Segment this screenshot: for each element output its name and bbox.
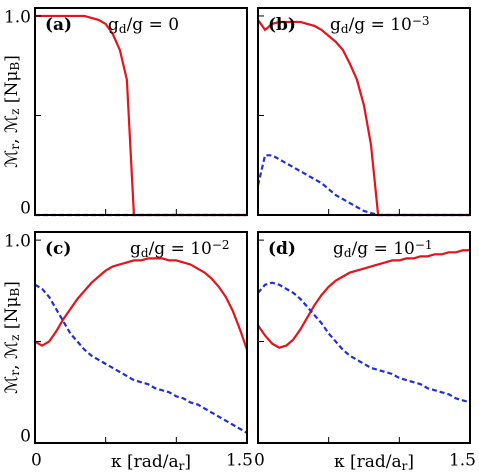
x-tick-label: 0 (254, 451, 265, 471)
y-tick-label: 0 (20, 199, 31, 219)
text-part: −3 (412, 14, 430, 28)
data-line (258, 281, 470, 404)
text-part: z (8, 335, 22, 341)
parameter-label: gd/g = 10−2 (130, 238, 230, 260)
x-tick-label: 1.5 (449, 451, 476, 471)
x-tick-label: 0 (31, 451, 42, 471)
text-part: ] (2, 55, 22, 62)
text-part: [Nμ (2, 297, 22, 335)
text-part: ] (184, 452, 191, 472)
text-part: g (330, 15, 341, 35)
text-part: g (130, 239, 141, 259)
text-part: , ℳ (2, 341, 22, 370)
parameter-label: gd/g = 10−3 (330, 14, 430, 36)
text-part: ℳ (2, 376, 22, 394)
text-part: /g = 10 (349, 15, 412, 35)
text-part: B (8, 288, 22, 297)
y-tick-label: 0 (20, 427, 31, 447)
text-part: z (8, 109, 22, 115)
panel-frame (257, 231, 471, 444)
parameter-label: gd/g = 10−1 (333, 238, 433, 260)
panel-frame (34, 7, 248, 216)
data-line (35, 14, 247, 217)
text-part: r (8, 144, 22, 150)
panel-frame (34, 231, 248, 444)
text-part: g (108, 15, 119, 35)
text-part: κ [rad/a (111, 452, 179, 472)
text-part: κ [rad/a (334, 452, 402, 472)
text-part: , ℳ (2, 115, 22, 144)
parameter-label: gd/g = 0 (108, 15, 179, 36)
text-part: ] (407, 452, 414, 472)
text-part: r (179, 459, 185, 473)
text-part: d (119, 22, 127, 36)
text-part: d (341, 22, 349, 36)
text-part: ] (2, 281, 22, 288)
data-line (258, 19, 470, 217)
panel-label: (c) (45, 239, 71, 259)
text-part: /g = 10 (352, 239, 415, 259)
text-part: B (8, 62, 22, 71)
data-line (258, 249, 470, 349)
y-axis-label: ℳr, ℳz [NμB] (2, 55, 22, 168)
y-tick-label: 1.0 (4, 8, 31, 28)
panel-label: (d) (268, 239, 296, 259)
y-tick-label: 1.0 (4, 232, 31, 252)
text-part: r (8, 370, 22, 376)
y-axis-label: ℳr, ℳz [NμB] (2, 281, 22, 394)
text-part: r (402, 459, 408, 473)
text-part: g (333, 239, 344, 259)
text-part: −1 (415, 238, 433, 252)
data-line (35, 257, 247, 351)
text-part: d (141, 246, 149, 260)
text-part: /g = 10 (149, 239, 212, 259)
x-axis-label: κ [rad/ar] (111, 452, 191, 473)
text-part: [Nμ (2, 71, 22, 109)
panel-label: (b) (268, 15, 296, 35)
text-part: /g = 0 (127, 15, 179, 35)
data-line (35, 283, 247, 434)
x-tick-label: 1.5 (226, 451, 253, 471)
text-part: d (344, 246, 352, 260)
panel-frame (257, 7, 471, 216)
text-part: −2 (212, 238, 230, 252)
text-part: ℳ (2, 150, 22, 168)
data-line (258, 154, 470, 217)
x-axis-label: κ [rad/ar] (334, 452, 414, 473)
panel-label: (a) (45, 15, 72, 35)
